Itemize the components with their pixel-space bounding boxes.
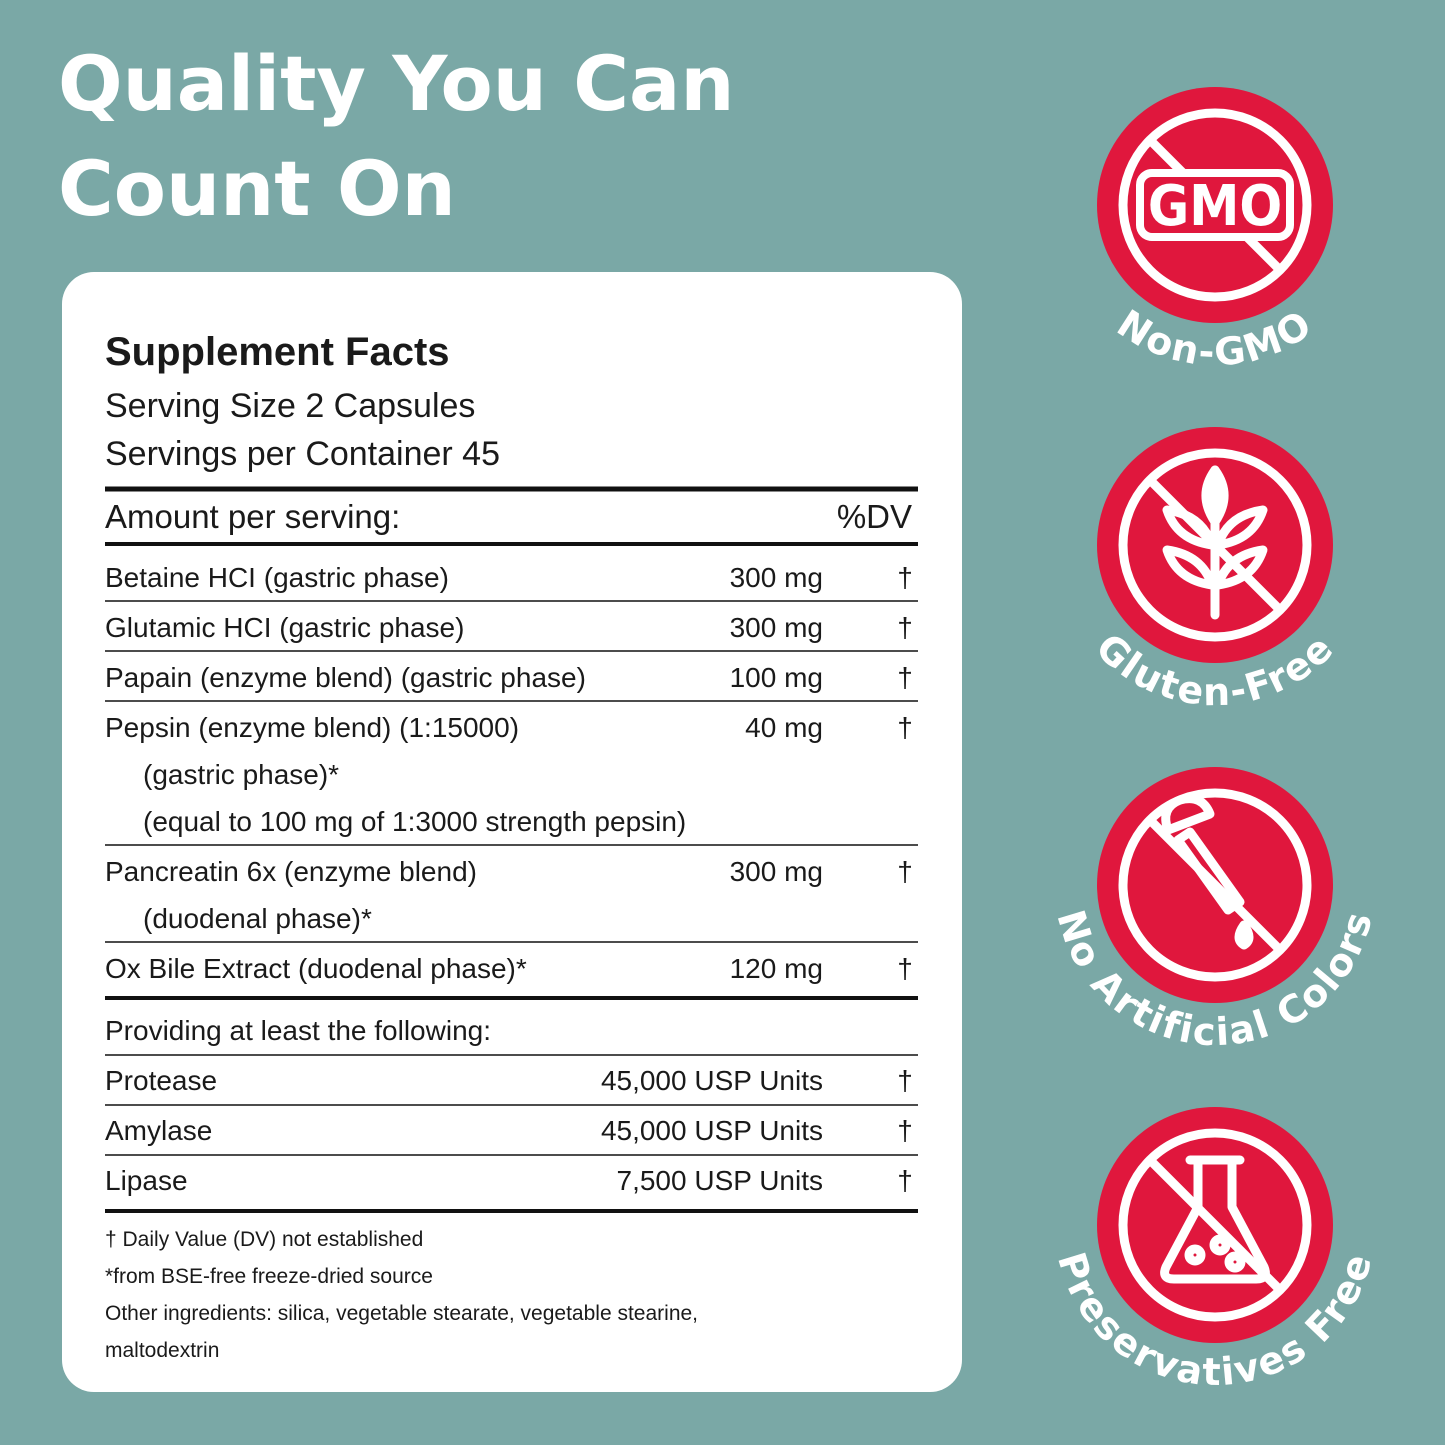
- ingredient-name: (duodenal phase)*: [143, 903, 372, 934]
- badge-ring: [1118, 448, 1312, 642]
- ingredient-amount: 120 mg: [730, 953, 823, 984]
- ingredient-amount: 300 mg: [730, 562, 823, 593]
- enzyme-dv: †: [897, 1165, 913, 1196]
- flask-icon: [1160, 1155, 1270, 1284]
- enzyme-name: Amylase: [105, 1115, 212, 1146]
- badge-icons: [1160, 465, 1270, 1284]
- badge: No Artificial Colors: [1048, 767, 1379, 1054]
- ingredient-name: Ox Bile Extract (duodenal phase)*: [105, 953, 527, 984]
- badge-ring: [1118, 108, 1312, 302]
- ingredient-name: Papain (enzyme blend) (gastric phase): [105, 662, 586, 693]
- facts-card: [62, 272, 962, 1392]
- dv-header: %DV: [837, 498, 912, 535]
- amount-header: Amount per serving:: [105, 498, 400, 535]
- ingredient-dv: †: [897, 712, 913, 743]
- ingredient-dv: †: [897, 612, 913, 643]
- ingredient-name: Pepsin (enzyme blend) (1:15000): [105, 712, 519, 743]
- footnote: † Daily Value (DV) not established: [105, 1228, 423, 1251]
- ingredient-name: (gastric phase)*: [143, 759, 339, 790]
- ingredient-amount: 40 mg: [745, 712, 823, 743]
- ingredient-dv: †: [897, 953, 913, 984]
- ingredient-amount: 300 mg: [730, 612, 823, 643]
- ingredient-dv: †: [897, 562, 913, 593]
- enzyme-amount: 45,000 USP Units: [601, 1115, 823, 1146]
- badge-ring: [1118, 788, 1312, 982]
- serving-size: Serving Size 2 Capsules: [105, 387, 475, 425]
- enzyme-name: Protease: [105, 1065, 217, 1096]
- footnote: maltodextrin: [105, 1339, 219, 1362]
- providing-label: Providing at least the following:: [105, 1015, 491, 1046]
- footnote: *from BSE-free freeze-dried source: [105, 1265, 433, 1288]
- ingredient-name: Betaine HCI (gastric phase): [105, 562, 449, 593]
- ingredient-dv: †: [897, 856, 913, 887]
- headline-line: Quality You Can: [58, 39, 734, 128]
- enzyme-dv: †: [897, 1115, 913, 1146]
- dropper-icon: [1161, 794, 1254, 950]
- ingredient-amount: 100 mg: [730, 662, 823, 693]
- headline-line: Count On: [58, 144, 456, 233]
- enzyme-amount: 7,500 USP Units: [617, 1165, 824, 1196]
- gmo-box: [1136, 169, 1294, 241]
- wheat-icon: [1162, 465, 1268, 620]
- enzyme-name: Lipase: [105, 1165, 188, 1196]
- ingredient-name: Glutamic HCI (gastric phase): [105, 612, 464, 643]
- enzyme-amount: 45,000 USP Units: [601, 1065, 823, 1096]
- facts-title: Supplement Facts: [105, 330, 450, 374]
- ingredient-amount: 300 mg: [730, 856, 823, 887]
- gmo-text: GMO: [1148, 174, 1282, 239]
- ingredient-name: Pancreatin 6x (enzyme blend): [105, 856, 477, 887]
- badge-slash: [1146, 1156, 1284, 1294]
- footnote: Other ingredients: silica, vegetable ste…: [105, 1302, 698, 1325]
- enzyme-dv: †: [897, 1065, 913, 1096]
- badge-ring: [1118, 1128, 1312, 1322]
- ingredient-dv: †: [897, 662, 913, 693]
- ingredient-name: (equal to 100 mg of 1:3000 strength peps…: [143, 806, 686, 837]
- servings-per-container: Servings per Container 45: [105, 435, 500, 473]
